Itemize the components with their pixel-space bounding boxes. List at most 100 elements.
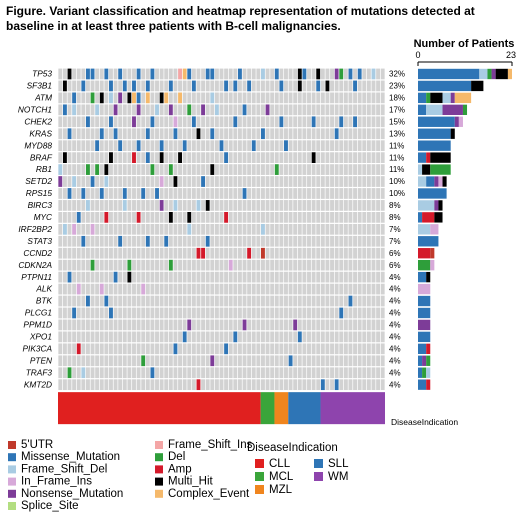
empty-cell [311,223,316,235]
mutation-cell-multi-hit [127,92,132,104]
bar-segment-myc-amp [422,212,435,223]
empty-cell [316,343,321,355]
empty-cell [99,223,104,235]
empty-cell [302,176,307,187]
empty-cell [182,355,187,367]
empty-cell [320,212,325,223]
empty-cell [201,283,206,295]
empty-cell [260,200,265,211]
mutation-cell-missense-mutation [205,68,210,80]
empty-cell [339,343,344,355]
empty-cell [141,104,146,116]
empty-cell [164,188,169,199]
empty-cell [293,331,298,343]
mutation-cell-frame-shift-del [155,104,159,116]
empty-cell [145,140,150,152]
empty-cell [302,259,307,271]
empty-cell [293,367,298,379]
empty-cell [343,80,348,92]
empty-cell [76,140,81,152]
empty-cell [58,212,63,223]
empty-cell [334,343,339,355]
empty-cell [279,92,284,104]
empty-cell [113,331,118,343]
mutation-cell-nonsense-mutation [265,104,270,116]
empty-cell [371,331,376,343]
empty-cell [109,164,113,175]
empty-cell [109,104,113,116]
empty-cell [279,355,284,367]
mutation-cell-missense-mutation [302,68,307,80]
empty-cell [251,331,256,343]
empty-cell [302,152,307,163]
legend-disease-swatch-mzl [255,485,264,494]
empty-cell [362,200,367,211]
empty-cell [205,259,210,271]
empty-cell [366,140,371,152]
empty-cell [104,200,109,211]
empty-cell [380,379,385,391]
empty-cell [265,116,270,128]
empty-cell [58,104,63,116]
empty-cell [187,367,192,379]
empty-cell [297,271,302,283]
mutation-cell-missense-mutation [164,235,169,247]
empty-cell [127,104,132,116]
empty-cell [113,116,118,128]
bar-segment-myc-multi-hit [434,212,443,223]
empty-cell [357,188,362,199]
empty-cell [210,80,215,92]
empty-cell [330,259,334,271]
empty-cell [191,283,196,295]
empty-cell [302,283,307,295]
bar-segment-atm-complex-event [454,92,472,104]
empty-cell [339,259,344,271]
empty-cell [67,355,72,367]
mutation-cell-frame-shift-del [58,164,63,175]
empty-cell [279,379,284,391]
empty-cell [141,319,146,331]
empty-cell [62,355,67,367]
empty-cell [307,331,311,343]
empty-cell [233,247,238,259]
empty-cell [260,295,265,307]
empty-cell [99,235,104,247]
empty-cell [104,319,109,331]
empty-cell [187,259,192,271]
empty-cell [136,331,141,343]
empty-cell [173,235,178,247]
empty-cell [270,379,275,391]
empty-cell [242,164,247,175]
empty-cell [274,200,279,211]
empty-cell [330,367,334,379]
empty-cell [270,307,275,319]
empty-cell [256,223,261,235]
empty-cell [270,283,275,295]
empty-cell [357,259,362,271]
empty-cell [62,212,67,223]
empty-cell [279,176,284,187]
empty-cell [247,343,252,355]
empty-cell [233,307,238,319]
empty-cell [307,379,311,391]
empty-cell [311,247,316,259]
bar-segment-tp53-nonsense-mutation [491,68,496,80]
empty-cell [242,176,247,187]
legend-disease-swatch-mcl [255,472,264,481]
empty-cell [104,152,109,163]
empty-cell [325,283,330,295]
empty-cell [187,343,192,355]
empty-cell [288,343,293,355]
empty-cell [362,367,367,379]
empty-cell [265,331,270,343]
empty-cell [76,80,81,92]
mutation-cell-multi-hit [311,152,316,163]
empty-cell [307,68,311,80]
empty-cell [67,92,72,104]
bar-segment-rb1-del [430,164,451,175]
empty-cell [265,92,270,104]
empty-cell [164,223,169,235]
empty-cell [132,104,136,116]
bar-segment-rb1-frame-shift-del [418,164,423,175]
bar-segment-ccnd2-amp [418,248,431,259]
